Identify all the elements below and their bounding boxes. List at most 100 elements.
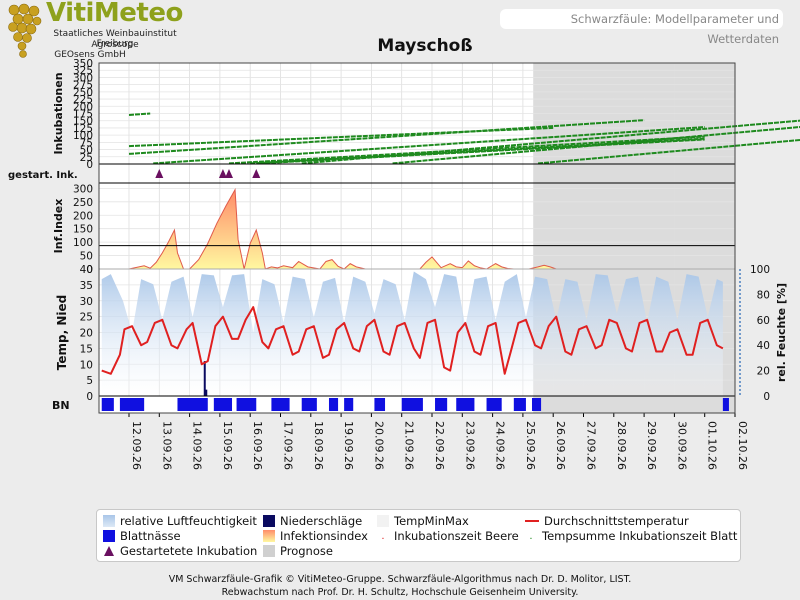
legend-item-humidity: relative Luftfeuchtigkeit (103, 514, 257, 529)
legend-label: Infektionsindex (280, 529, 368, 543)
x-tick-label: 18.09.26 (312, 421, 325, 470)
y-tick-label: 225 (73, 94, 93, 106)
precipitation-bar (205, 389, 208, 396)
leaf-wetness-bar (328, 398, 339, 411)
y-tick-label: 15 (80, 343, 93, 355)
y-tick-label: 0 (86, 391, 93, 403)
y-tick-label: 40 (80, 264, 93, 276)
y-tick-label: 200 (73, 101, 93, 113)
legend-item-leafwetness: Blattnässe (103, 529, 181, 544)
y-tick-label: 25 (80, 152, 93, 164)
y2-tick-label: 100 (750, 264, 770, 276)
x-tick-label: 22.09.26 (433, 421, 446, 470)
leaf-wetness-bar (119, 398, 145, 411)
leaf-wetness-bar (177, 398, 208, 411)
y2-tick-label: 60 (757, 315, 770, 327)
x-tick-label: 25.09.26 (524, 421, 537, 470)
incubation-line (301, 119, 800, 165)
chart-legend: relative Luftfeuchtigkeit Niederschläge … (96, 509, 741, 562)
forecast-swatch (263, 545, 275, 557)
leaf-wetness-bar (344, 398, 354, 411)
y-tick-label: 350 (73, 58, 93, 70)
y-tick-label: 10 (80, 359, 93, 371)
x-tick-label: 29.09.26 (645, 421, 658, 470)
x-tick-label: 16.09.26 (251, 421, 264, 470)
humidity-area (101, 271, 723, 396)
leaf-wetness-bar (374, 398, 386, 411)
geosens-name: GEOsens GmbH (54, 50, 126, 60)
y-tick-label: 5 (86, 375, 93, 387)
brand-name: VitiMeteo (46, 0, 183, 28)
y-tick-label: 0 (86, 159, 93, 171)
y-axis-label-incubation: Inkubationen (52, 72, 65, 154)
y-tick-label: 125 (73, 123, 93, 135)
leaf-wetness-bar (401, 398, 423, 411)
y-tick-label: 20 (80, 328, 93, 340)
red-dot-icon: · (381, 534, 385, 545)
leaf-wetness-bar (722, 398, 729, 411)
legend-label: Blattnässe (120, 529, 181, 543)
leaf-wetness-bar (271, 398, 290, 411)
y-tick-label: 50 (80, 145, 93, 157)
x-tick-label: 12.09.26 (130, 421, 143, 470)
legend-label: Inkubationszeit Beere (394, 529, 519, 543)
started-incubation-marker (155, 169, 164, 178)
started-incubation-marker (224, 169, 233, 178)
legend-item-forecast: Prognose (263, 544, 333, 559)
vitimeteo-logo: VitiMeteo Staatliches Weinbauinstitut Fr… (2, 0, 192, 62)
legend-label: relative Luftfeuchtigkeit (120, 514, 257, 528)
y-tick-label: 35 (80, 280, 93, 292)
leaf-wetness-bar (101, 398, 114, 411)
x-tick-label: 14.09.26 (191, 421, 204, 470)
chart-subtitle-box: Schwarzfäule: Modellparameter und Wetter… (500, 9, 783, 46)
y-tick-label: 200 (73, 210, 93, 222)
x-tick-label: 13.09.26 (160, 421, 173, 470)
y-tick-label: 0 (86, 264, 93, 276)
leaf-wetness-bar (513, 398, 526, 411)
y2-tick-label: 0 (763, 391, 770, 403)
legend-label: TempMinMax (394, 514, 469, 528)
footer-line-2: Rebwachstum nach Prof. Dr. H. Schultz, H… (221, 587, 579, 598)
precipitation-bar (203, 361, 206, 396)
green-dot-icon: · (529, 534, 533, 545)
plot-frame (98, 62, 736, 414)
y-tick-label: 100 (73, 130, 93, 142)
x-tick-label: 17.09.26 (282, 421, 295, 470)
x-tick-label: 26.09.26 (554, 421, 567, 470)
legend-item-tempminmax: TempMinMax (377, 514, 469, 529)
incubation-line (128, 112, 151, 116)
x-tick-label: 01.10.26 (706, 421, 719, 470)
leaf-wetness-bar (213, 398, 233, 411)
y-tick-label: 300 (73, 72, 93, 84)
legend-label: Prognose (280, 544, 333, 558)
precipitation-swatch (263, 515, 275, 527)
x-tick-label: 02.10.26 (736, 421, 749, 470)
legend-item-infection: Infektionsindex (263, 529, 368, 544)
y-tick-label: 275 (73, 80, 93, 92)
y-tick-label: 150 (73, 224, 93, 236)
started-incubation-marker (252, 169, 261, 178)
leaf-wetness-bar (435, 398, 448, 411)
leaf-wetness-bar (486, 398, 502, 411)
x-tick-label: 23.09.26 (463, 421, 476, 470)
grape-icon (8, 3, 42, 58)
incubation-line (392, 126, 800, 165)
footer-line-1: VM Schwarzfäule-Grafik © VitiMeteo-Grupp… (168, 574, 632, 585)
x-tick-label: 28.09.26 (615, 421, 628, 470)
y2-tick-label: 80 (757, 289, 770, 301)
y2-axis-label-humidity: rel. Feuchte [%] (775, 283, 788, 382)
legend-item-precipitation: Niederschläge (263, 514, 362, 529)
temperature-swatch (525, 520, 539, 522)
y2-tick-label: 40 (757, 340, 770, 352)
x-tick-label: 24.09.26 (494, 421, 507, 470)
x-tick-label: 20.09.26 (372, 421, 385, 470)
incubation-line (128, 119, 645, 155)
leaf-wetness-bar (236, 398, 257, 411)
y-tick-label: 50 (80, 251, 93, 263)
leaf-wetness-bar (301, 398, 317, 411)
legend-label: Tempsumme Inkubationszeit Blatt (542, 529, 738, 543)
y2-tick-label: 20 (757, 366, 770, 378)
legend-label: Durchschnittstemperatur (544, 514, 689, 528)
leaf-wetness-bar (456, 398, 475, 411)
temperature-line (101, 306, 724, 375)
